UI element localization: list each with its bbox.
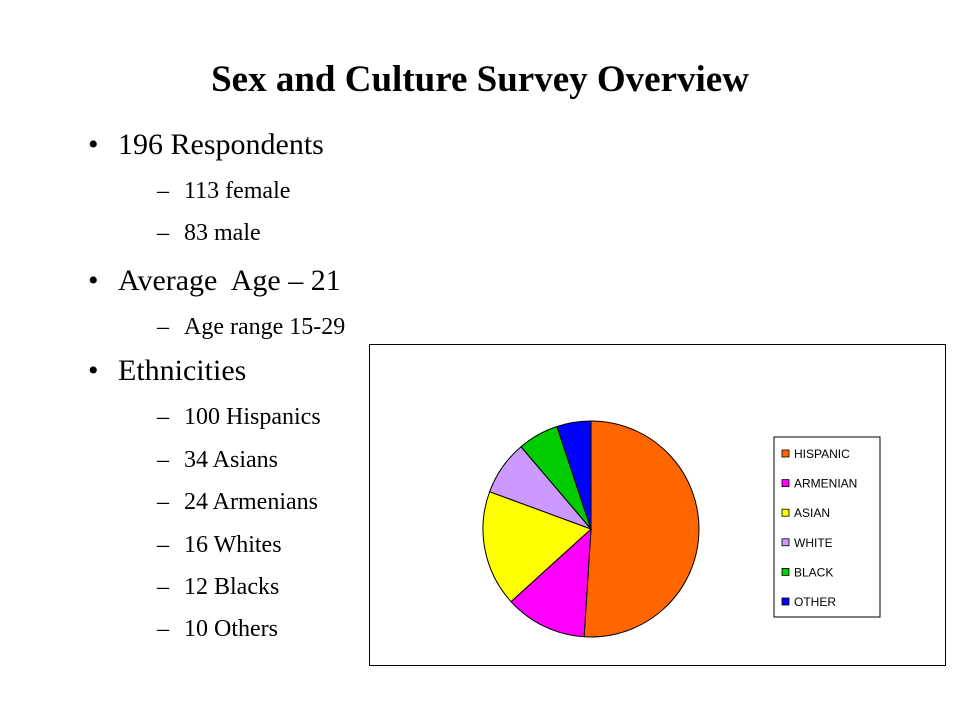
bullet-text: Ethnicities <box>118 354 247 387</box>
sub-item: –10 Others <box>157 616 278 643</box>
sub-item-text: 10 Others <box>184 616 278 642</box>
sub-item-text: 34 Asians <box>184 447 279 473</box>
sub-item-text: 24 Armenians <box>184 489 318 515</box>
dash: – <box>157 178 169 204</box>
legend-swatch-armenian <box>781 479 790 488</box>
legend-label-asian: ASIAN <box>794 506 830 520</box>
legend-box <box>773 436 881 618</box>
dash: – <box>157 314 169 340</box>
slide-title: Sex and Culture Survey Overview <box>211 59 749 100</box>
pie-slice-other <box>556 420 592 530</box>
dash: – <box>157 220 169 246</box>
dash: – <box>157 574 169 600</box>
bullet-text: 196 Respondents <box>118 128 324 161</box>
sub-item: –83 male <box>157 220 261 247</box>
bullet-dot: • <box>88 354 99 387</box>
legend-swatch-hispanic <box>781 449 790 458</box>
pie-slice-hispanic <box>583 420 700 638</box>
sub-item: –113 female <box>157 178 290 205</box>
legend-label-black: BLACK <box>794 565 833 579</box>
sub-item-text: 12 Blacks <box>184 574 280 600</box>
legend-label-armenian: ARMENIAN <box>794 477 857 491</box>
sub-item-text: Age range 15-29 <box>184 314 346 340</box>
legend-swatch-asian <box>781 508 790 517</box>
legend-swatch-other <box>781 597 790 606</box>
sub-item-text: 113 female <box>184 178 291 204</box>
sub-item: –34 Asians <box>157 447 278 474</box>
legend-label-other: OTHER <box>794 595 836 609</box>
legend-swatch-white <box>781 538 790 547</box>
sub-item: –24 Armenians <box>157 489 318 516</box>
sub-item-text: 100 Hispanics <box>184 404 321 430</box>
dash: – <box>157 404 169 430</box>
pie-slice-armenian <box>510 527 592 638</box>
sub-item-text: 83 male <box>184 220 261 246</box>
dash: – <box>157 616 169 642</box>
sub-item: –12 Blacks <box>157 574 279 601</box>
legend-swatch-black <box>781 567 790 576</box>
sub-item: –100 Hispanics <box>157 404 321 431</box>
bullet-dot: • <box>88 264 99 297</box>
dash: – <box>157 489 169 515</box>
sub-item: – Age range 15-29 <box>157 314 345 341</box>
dash: – <box>157 532 169 558</box>
legend-label-hispanic: HISPANIC <box>794 447 850 461</box>
bullet-text: Average Age – 21 <box>118 264 341 297</box>
pie-chart: HISPANIC ARMENIAN ASIAN WHITE BLACK OTHER <box>482 420 881 638</box>
sub-item: –16 Whites <box>157 532 282 559</box>
bullet-dot: • <box>88 128 99 161</box>
sub-item-text: 16 Whites <box>184 532 282 558</box>
dash: – <box>157 447 169 473</box>
legend-label-white: WHITE <box>794 536 833 550</box>
pie-chart-frame: HISPANIC ARMENIAN ASIAN WHITE BLACK OTHER <box>369 344 946 666</box>
